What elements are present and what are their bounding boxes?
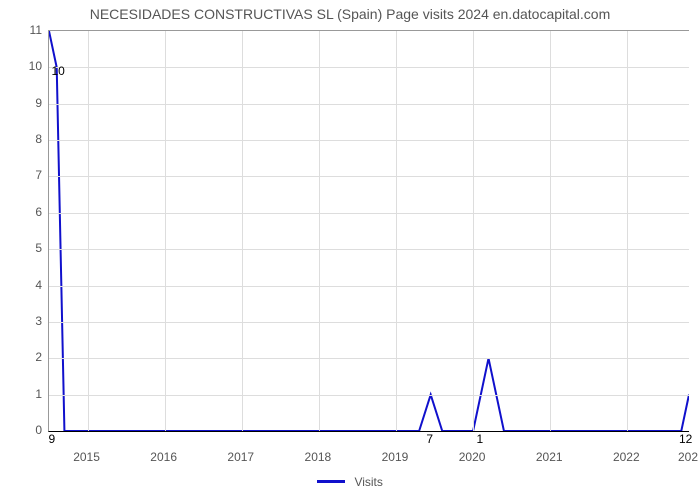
grid-line-vertical (473, 31, 474, 431)
x-tick-label: 2015 (73, 450, 100, 464)
y-tick-label: 3 (12, 314, 42, 328)
plot-area (48, 30, 689, 432)
grid-line-horizontal (49, 176, 689, 177)
grid-line-vertical (319, 31, 320, 431)
grid-line-horizontal (49, 213, 689, 214)
grid-line-vertical (88, 31, 89, 431)
x-tick-label: 2016 (150, 450, 177, 464)
y-tick-label: 11 (12, 23, 42, 37)
chart-legend: Visits (0, 474, 700, 489)
y-tick-label: 9 (12, 96, 42, 110)
chart-svg-pane (49, 31, 689, 431)
legend-label: Visits (354, 475, 382, 489)
data-value-label: 12 (679, 432, 692, 446)
x-tick-label: 2020 (459, 450, 486, 464)
visits-line (49, 31, 689, 431)
y-tick-label: 8 (12, 132, 42, 146)
y-tick-label: 2 (12, 350, 42, 364)
y-tick-label: 10 (12, 59, 42, 73)
grid-line-vertical (165, 31, 166, 431)
x-tick-label: 2018 (305, 450, 332, 464)
grid-line-horizontal (49, 358, 689, 359)
y-tick-label: 6 (12, 205, 42, 219)
x-tick-label: 2019 (382, 450, 409, 464)
data-value-label: 10 (51, 64, 64, 78)
data-value-label: 1 (476, 432, 483, 446)
y-tick-label: 5 (12, 241, 42, 255)
x-tick-label: 2022 (613, 450, 640, 464)
grid-line-horizontal (49, 104, 689, 105)
grid-line-horizontal (49, 67, 689, 68)
y-tick-label: 1 (12, 387, 42, 401)
grid-line-vertical (242, 31, 243, 431)
data-value-label: 7 (426, 432, 433, 446)
x-tick-label: 2017 (227, 450, 254, 464)
x-tick-label: 202 (678, 450, 698, 464)
legend-swatch (317, 480, 345, 483)
grid-line-horizontal (49, 322, 689, 323)
grid-line-horizontal (49, 249, 689, 250)
y-tick-label: 4 (12, 278, 42, 292)
grid-line-horizontal (49, 395, 689, 396)
chart-title: NECESIDADES CONSTRUCTIVAS SL (Spain) Pag… (0, 6, 700, 22)
grid-line-horizontal (49, 286, 689, 287)
x-tick-label: 2021 (536, 450, 563, 464)
grid-line-vertical (550, 31, 551, 431)
line-chart-svg (49, 31, 689, 431)
grid-line-vertical (627, 31, 628, 431)
chart-container: NECESIDADES CONSTRUCTIVAS SL (Spain) Pag… (0, 0, 700, 500)
grid-line-vertical (396, 31, 397, 431)
y-tick-label: 7 (12, 168, 42, 182)
grid-line-horizontal (49, 140, 689, 141)
data-value-label: 9 (49, 432, 56, 446)
y-tick-label: 0 (12, 423, 42, 437)
